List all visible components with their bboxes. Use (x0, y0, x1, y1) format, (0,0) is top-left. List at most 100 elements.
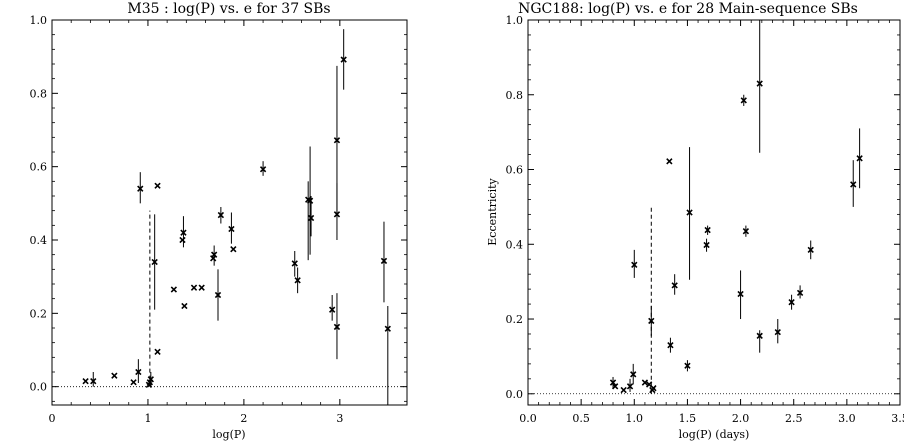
plot-frame (527, 19, 901, 406)
data-point (774, 319, 781, 344)
x-marker (609, 379, 617, 386)
x-marker (151, 258, 158, 266)
x-marker (756, 332, 763, 340)
data-point (380, 221, 388, 303)
y-tick-label: 1.0 (30, 14, 48, 27)
x-tick-label: 3.0 (838, 412, 856, 425)
data-point (609, 376, 617, 389)
x-marker (737, 290, 744, 298)
data-point (190, 284, 198, 291)
data-point (340, 29, 347, 90)
x-marker (154, 348, 161, 355)
x-tick-label: 0 (49, 412, 56, 425)
chart-title: NGC188: log(P) vs. e for 28 Main-sequenc… (518, 1, 858, 17)
x-marker (198, 284, 205, 291)
data-point (796, 285, 804, 299)
x-axis-ticks: 0 1 2 3 (49, 20, 343, 425)
data-point (333, 183, 341, 240)
x-marker (111, 372, 118, 379)
y-tick-label: 0.8 (506, 89, 524, 102)
x-marker (667, 342, 674, 349)
chart-title: M35 : log(P) vs. e for 37 SBs (127, 1, 330, 17)
data-point (328, 295, 336, 321)
x-marker (130, 379, 137, 386)
data-point (198, 284, 205, 291)
data-point (788, 294, 795, 310)
y-tick-label: 0.0 (506, 388, 524, 401)
data-point (151, 214, 158, 310)
data-point (756, 20, 763, 153)
data-point (671, 274, 678, 295)
data-point (686, 147, 693, 280)
data-point (130, 379, 137, 386)
x-tick-label: 1 (144, 412, 151, 425)
data-point (740, 94, 747, 106)
data-point (703, 238, 710, 252)
x-marker (686, 209, 693, 216)
data-point (704, 225, 711, 235)
x-tick-label: 2.5 (785, 412, 803, 425)
x-marker (788, 299, 795, 306)
y-axis-label: Eccentricity (486, 177, 499, 245)
x-tick-label: 3.5 (891, 412, 904, 425)
data-point (291, 251, 298, 277)
x-marker (190, 284, 198, 291)
x-marker (671, 282, 678, 289)
data-point (82, 378, 89, 385)
data-point (147, 372, 154, 387)
data-points (82, 29, 391, 405)
x-marker (333, 137, 341, 144)
data-point (666, 158, 673, 165)
data-point (631, 249, 638, 278)
y-tick-label: 0.0 (30, 381, 48, 394)
x-marker (214, 291, 222, 299)
x-marker (796, 289, 804, 297)
x-marker (850, 181, 857, 188)
x-marker (228, 225, 235, 233)
y-tick-label: 0.4 (506, 238, 524, 251)
data-point (230, 246, 237, 253)
data-point (384, 306, 391, 405)
data-point (179, 236, 186, 244)
x-tick-label: 2 (240, 412, 247, 425)
x-marker (856, 155, 863, 162)
data-point (620, 386, 627, 394)
x-marker (650, 385, 657, 392)
x-tick-label: 0.0 (519, 412, 537, 425)
x-marker (742, 228, 750, 235)
data-point (650, 385, 657, 392)
x-marker (340, 56, 347, 63)
x-marker (181, 302, 188, 310)
x-marker (704, 226, 711, 234)
x-marker (179, 236, 186, 244)
x-marker (230, 246, 237, 253)
x-marker (82, 378, 89, 385)
y-tick-label: 0.6 (506, 164, 524, 177)
x-marker (384, 325, 391, 332)
data-point (228, 212, 235, 244)
x-marker (294, 277, 301, 284)
x-marker (807, 246, 814, 254)
x-marker (666, 158, 673, 165)
x-marker (333, 211, 341, 218)
data-point (756, 330, 763, 353)
x-marker (170, 286, 178, 293)
x-marker (328, 306, 336, 313)
x-marker (684, 362, 691, 369)
y-axis-ticks: 0.0 0.2 0.4 0.6 0.8 1.0 (506, 14, 900, 401)
x-marker (306, 197, 314, 204)
x-marker (217, 211, 225, 219)
data-point (684, 360, 691, 372)
data-point (850, 160, 857, 207)
x-marker (641, 379, 649, 386)
data-point (181, 302, 188, 310)
data-point (180, 216, 187, 248)
y-tick-label: 0.6 (30, 161, 48, 174)
y-tick-label: 0.8 (30, 87, 48, 100)
x-marker (380, 257, 388, 265)
data-point (856, 128, 863, 189)
y-tick-label: 0.2 (30, 307, 48, 320)
data-point (210, 245, 218, 266)
